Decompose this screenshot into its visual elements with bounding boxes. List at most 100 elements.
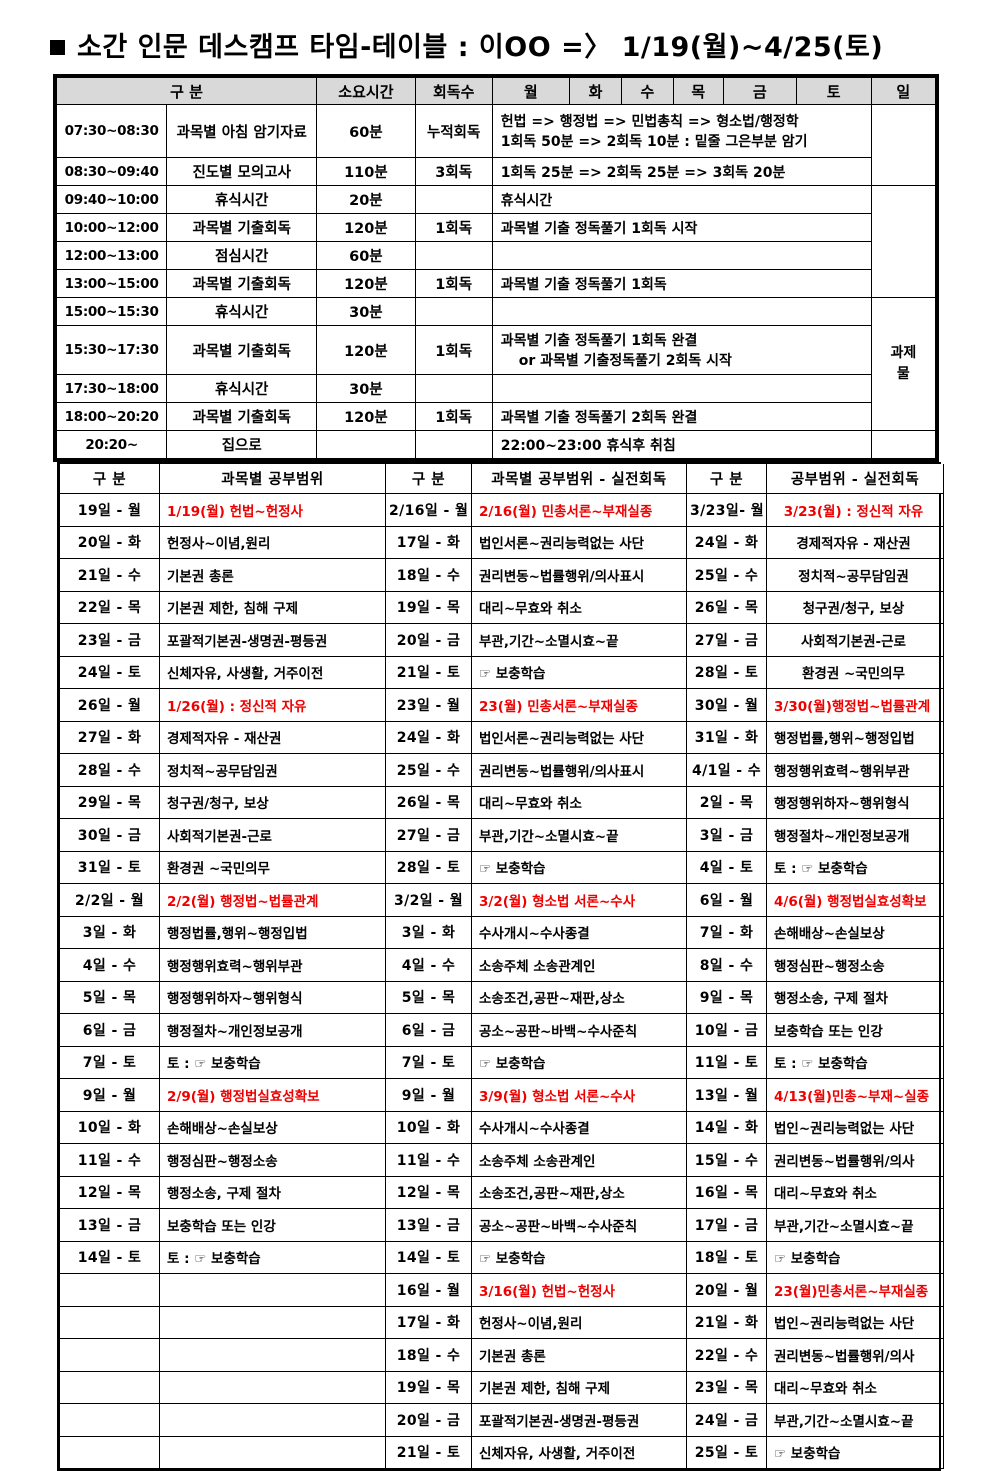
schedule-day-col2: 3/2일 - 월 — [385, 883, 472, 917]
table-row: 17:30~18:00 휴식시간 30분 — [55, 374, 936, 403]
schedule-day-col1: 14일 - 토 — [59, 1240, 160, 1274]
schedule-day-col1 — [59, 1435, 160, 1469]
timetable-subject: 진도별 모의고사 — [166, 157, 318, 186]
schedule-range-col2: 권리변동~법률행위/의사표시 — [471, 558, 687, 592]
schedule-day-col2: 4일 - 수 — [385, 948, 472, 982]
timetable-sunday-assignment-cell: 과제 물 — [870, 297, 937, 431]
timetable-description: 과목별 기출 정독풀기 2회독 완결 — [491, 402, 872, 431]
timetable-repeat — [414, 297, 493, 326]
schedule-day-col1: 21일 - 수 — [59, 558, 160, 592]
table-row: 27일 - 화 경제적자유 - 재산권 24일 - 화 법인서론~권리능력없는 사단 3… — [59, 720, 944, 754]
schedule-range-col1: 1/26(월) : 정신적 자유 — [159, 688, 386, 722]
table-row: 9일 - 월 2/9(월) 행정법실효성확보 9일 - 월 3/9(월) 형소법 서론… — [59, 1078, 944, 1112]
schedule-day-col1 — [59, 1370, 160, 1404]
timetable-description — [491, 374, 872, 403]
timetable-description: 과목별 기출 정독풀기 1회독 완결 or 과목별 기출정독풀기 2회독 시작 — [491, 325, 872, 375]
th-sat: 토 — [795, 77, 872, 105]
daily-timetable: 구 분 소요시간 회독수 월 화 수 목 금 토 일 07:30~08:30 과… — [55, 77, 937, 459]
timetable-time: 10:00~12:00 — [55, 213, 168, 242]
schedule-range-col2: 소송조건,공판~재판,상소 — [471, 980, 687, 1014]
schedule-day-col3: 27일 - 금 — [686, 623, 767, 657]
schedule-range-col2: 소송주체 소송관계인 — [471, 948, 687, 982]
schedule-day-col2: 24일 - 화 — [385, 720, 472, 754]
schedule-range-col2: 2/16(월) 민총서론~부재실종 — [471, 493, 687, 527]
schedule-range-col1: 기본권 총론 — [159, 558, 386, 592]
timetable-duration: 20분 — [316, 185, 416, 214]
schedule-day-col1 — [59, 1338, 160, 1372]
schedule-range-col1: 포괄적기본권-생명권-평등권 — [159, 623, 386, 657]
schedule-range-col2: 헌정사~이념,원리 — [471, 1305, 687, 1339]
schedule-range-col2: 권리변동~법률행위/의사표시 — [471, 753, 687, 787]
schedule-day-col1: 13일 - 금 — [59, 1208, 160, 1242]
table-row: 15:30~17:30 과목별 기출회독 120분 1회독 과목별 기출 정독풀… — [55, 325, 936, 375]
timetable-subject: 휴식시간 — [166, 185, 318, 214]
schedule-range-col1: 신체자유, 사생활, 거주이전 — [159, 655, 386, 689]
schedule-day-col1: 9일 - 월 — [59, 1078, 160, 1112]
th-range-3: 공부범위 - 실전회독 — [766, 464, 944, 494]
table-row: 08:30~09:40 진도별 모의고사 110분 3회독 1회독 25분 =>… — [55, 157, 936, 186]
schedule-range-col1: 행정법률,행위~행정입법 — [159, 915, 386, 949]
timetable-header-row: 구 분 소요시간 회독수 월 화 수 목 금 토 일 — [55, 77, 937, 105]
schedule-day-col2: 6일 - 금 — [385, 1013, 472, 1047]
timetable-repeat — [414, 374, 493, 403]
timetable-description: 1회독 25분 => 2회독 25분 => 3회독 20분 — [491, 157, 872, 186]
schedule-day-col3: 22일 - 수 — [686, 1338, 767, 1372]
table-row: 10:00~12:00 과목별 기출회독 120분 1회독 과목별 기출 정독풀… — [55, 213, 936, 242]
schedule-range-col2: 3/16(월) 헌법~헌정사 — [471, 1273, 687, 1307]
schedule-range-col3: 4/6(월) 행정법실효성확보 — [766, 883, 944, 917]
schedule-day-col3: 17일 - 금 — [686, 1208, 767, 1242]
timetable-time: 20:20~ — [55, 430, 168, 459]
schedule-range-col3: 권리변동~법률행위/의사 — [766, 1338, 944, 1372]
schedule-range-col2: 23(월) 민총서론~부재실종 — [471, 688, 687, 722]
schedule-day-col3: 7일 - 화 — [686, 915, 767, 949]
schedule-day-col2: 27일 - 금 — [385, 818, 472, 852]
schedule-range-col3: 토 : ☞ 보충학습 — [766, 850, 944, 884]
schedule-day-col2: 25일 - 수 — [385, 753, 472, 787]
table-row: 12일 - 목 행정소송, 구제 절차 12일 - 목 소송조건,공판~재판,상소 16… — [59, 1175, 944, 1209]
th-range-1: 과목별 공부범위 — [159, 464, 386, 494]
table-row: 5일 - 목 행정행위하자~행위형식 5일 - 목 소송조건,공판~재판,상소 9일 -… — [59, 980, 944, 1014]
timetable-time: 08:30~09:40 — [55, 157, 168, 186]
table-row: 13일 - 금 보충학습 또는 인강 13일 - 금 공소~공판~바백~수사준칙 17일… — [59, 1208, 944, 1242]
schedule-day-col2: 10일 - 화 — [385, 1110, 472, 1144]
table-row: 15:00~15:30 휴식시간 30분 과제 물 — [55, 297, 937, 431]
schedule-day-col2: 21일 - 토 — [385, 1435, 472, 1469]
schedule-range-col1: 행정행위하자~행위형식 — [159, 980, 386, 1014]
schedule-day-col3: 15일 - 수 — [686, 1143, 767, 1177]
timetable-time: 09:40~10:00 — [55, 185, 168, 214]
schedule-range-col3: 3/23(월) : 정신적 자유 — [766, 493, 944, 527]
schedule-header-row: 구 분 과목별 공부범위 구 분 과목별 공부범위 - 실전회독 구 분 공부범… — [59, 464, 944, 494]
schedule-range-col2: 법인서론~권리능력없는 사단 — [471, 525, 687, 559]
schedule-day-col3: 31일 - 화 — [686, 720, 767, 754]
schedule-range-col3: 부관,기간~소멸시효~끝 — [766, 1208, 944, 1242]
schedule-range-col3: 행정절차~개인정보공개 — [766, 818, 944, 852]
schedule-day-col1 — [59, 1403, 160, 1437]
timetable-subject: 과목별 기출회독 — [166, 269, 318, 298]
schedule-day-col2: 2/16일 - 월 — [385, 493, 472, 527]
timetable-description: 휴식시간 — [491, 185, 872, 214]
schedule-day-col1: 4일 - 수 — [59, 948, 160, 982]
study-schedule-container: 구 분 과목별 공부범위 구 분 과목별 공부범위 - 실전회독 구 분 공부범… — [57, 462, 944, 1471]
th-category: 구 분 — [55, 77, 318, 105]
th-period-3: 구 분 — [686, 464, 767, 494]
timetable-description: 과목별 기출 정독풀기 1회독 시작 — [491, 213, 872, 242]
table-row: 16일 - 월 3/16(월) 헌법~헌정사 20일 - 월 23(월)민총서론~부재… — [59, 1273, 944, 1307]
schedule-day-col2: 20일 - 금 — [385, 623, 472, 657]
schedule-range-col1: 경제적자유 - 재산권 — [159, 720, 386, 754]
timetable-duration: 110분 — [316, 157, 416, 186]
schedule-day-col3: 11일 - 토 — [686, 1045, 767, 1079]
schedule-day-col1: 12일 - 목 — [59, 1175, 160, 1209]
timetable-subject: 집으로 — [166, 430, 318, 459]
table-row: 26일 - 월 1/26(월) : 정신적 자유 23일 - 월 23(월) 민총서론… — [59, 688, 944, 722]
table-row: 21일 - 토 신체자유, 사생활, 거주이전 25일 - 토 ☞ 보충학습 — [59, 1435, 944, 1469]
schedule-range-col2: ☞ 보충학습 — [471, 1240, 687, 1274]
timetable-duration — [316, 430, 416, 459]
study-schedule-table: 구 분 과목별 공부범위 구 분 과목별 공부범위 - 실전회독 구 분 공부범… — [59, 464, 944, 1469]
schedule-day-col3: 30일 - 월 — [686, 688, 767, 722]
schedule-day-col3: 23일 - 목 — [686, 1370, 767, 1404]
schedule-range-col1: 헌정사~이념,원리 — [159, 525, 386, 559]
